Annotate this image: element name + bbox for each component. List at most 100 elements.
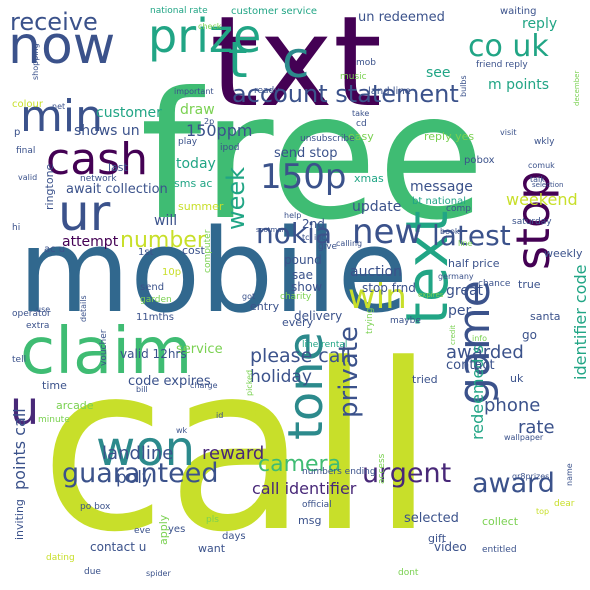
word-great: great	[446, 283, 484, 299]
word-claim: claim	[20, 315, 193, 389]
word-show: show	[291, 280, 323, 294]
word-calling: calling	[336, 239, 363, 248]
word-account-statement: account statement	[232, 80, 459, 108]
word-waiting: waiting	[500, 6, 537, 17]
word-december: december	[573, 70, 581, 106]
word-wallpaper: wallpaper	[504, 433, 544, 442]
word-t: t	[228, 31, 248, 89]
word-contact: contact	[446, 358, 495, 373]
word-inviting: inviting	[13, 499, 26, 540]
word-ready: ready	[254, 86, 280, 96]
word-national-rate: national rate	[150, 6, 208, 16]
word-customer: customer	[96, 105, 162, 121]
word-week: week	[222, 166, 250, 230]
word-call-identifier: call identifier	[252, 479, 357, 498]
word-await-collection: await collection	[66, 182, 168, 197]
word-access: access	[377, 453, 387, 484]
word-music: music	[340, 72, 367, 82]
word-credit: credit	[449, 324, 457, 345]
word-maybe: maybe	[390, 316, 421, 326]
word-co-uk: co uk	[468, 29, 549, 64]
word-dating: dating	[46, 553, 75, 563]
word-tell: tell	[12, 355, 27, 365]
word-msg: msg	[298, 514, 322, 527]
word-entry: entry	[250, 300, 280, 313]
word-germany: germany	[438, 272, 474, 281]
word-bill: bill	[136, 385, 148, 394]
word-reply-yes: reply yes	[424, 130, 475, 143]
word-every: every	[282, 316, 314, 329]
word-voucher: voucher	[99, 329, 109, 366]
word-u: u	[10, 381, 40, 435]
word-latest: latest	[432, 219, 511, 252]
word-sae: sae	[292, 268, 313, 282]
word-due: due	[84, 567, 101, 577]
word-ipod: ipod	[220, 143, 240, 153]
word-true: true	[518, 278, 541, 291]
word-name: name	[565, 463, 574, 486]
word-hi: hi	[12, 223, 21, 233]
word-got: got	[242, 292, 256, 301]
word-won: won	[96, 421, 196, 477]
word-150ppm: 150ppm	[186, 121, 253, 140]
word-charity: charity	[280, 292, 312, 302]
word-p: p	[14, 127, 21, 138]
word-unsubscribe: unsubscribe	[300, 134, 355, 144]
word-bt-national: bt national	[412, 196, 466, 207]
word-points-call: points call	[10, 408, 29, 490]
word-nokia: nokia	[256, 217, 333, 250]
word-take: take	[352, 109, 370, 118]
word-want: want	[198, 542, 226, 555]
word-reply: reply	[522, 16, 558, 32]
word-c: c	[282, 31, 310, 89]
word-top: top	[536, 507, 550, 516]
word-stop-frnd: stop frnd	[362, 281, 416, 295]
word-please-call: please call	[250, 345, 351, 367]
word-charge: charge	[190, 381, 218, 390]
word-cd: cd	[356, 119, 367, 129]
word-gr8prizes: gr8prizes	[512, 472, 550, 481]
word-shows-un: shows un	[74, 123, 140, 139]
word-video: video	[434, 540, 467, 554]
word-tc: tc	[302, 233, 310, 242]
word-uk: uk	[510, 372, 524, 385]
word-visit: visit	[500, 128, 517, 137]
word-wk: wk	[176, 426, 188, 435]
word-pound: pound	[284, 253, 322, 267]
word-entitled: entitled	[482, 545, 517, 555]
word-land-line: land line	[368, 86, 411, 97]
word-auction: auction	[350, 264, 402, 280]
word-customer-service: customer service	[231, 6, 318, 17]
word-reward: reward	[202, 443, 265, 464]
word-2nd: 2nd	[302, 217, 325, 231]
word-summer: summer	[178, 200, 224, 213]
word-send-stop: send stop	[274, 146, 338, 161]
word-arcade: arcade	[56, 399, 94, 412]
word-book: book	[440, 227, 460, 236]
word-receive: receive	[10, 8, 98, 36]
word-today: today	[176, 156, 216, 172]
word-award: award	[472, 468, 555, 499]
word-pls: pls	[206, 515, 219, 525]
word-mobile: mobile	[18, 205, 409, 339]
word-rate: rate	[518, 417, 555, 438]
word-info: info	[472, 334, 488, 343]
word-11mths: 11mths	[136, 312, 174, 323]
word-chance: chance	[478, 279, 511, 289]
word-spider: spider	[146, 569, 171, 578]
word-new: new	[352, 212, 423, 252]
word-collect: collect	[482, 515, 519, 528]
word-now: now	[8, 16, 116, 76]
word-shopping: shopping	[31, 43, 40, 80]
word-contact-u: contact u	[90, 540, 147, 554]
word-number: number	[120, 228, 206, 253]
word-identifier-code: identifier code	[571, 264, 590, 380]
word-awarded: awarded	[446, 342, 524, 363]
word-bulbs: bulbs	[459, 75, 468, 97]
word-friend-reply: friend reply	[476, 60, 528, 70]
word-talk: talk	[530, 175, 545, 184]
word-net: net	[52, 102, 66, 111]
word-cost: cost	[182, 244, 205, 257]
word-minute: minute	[38, 415, 70, 425]
word-operator: operator	[12, 309, 51, 319]
